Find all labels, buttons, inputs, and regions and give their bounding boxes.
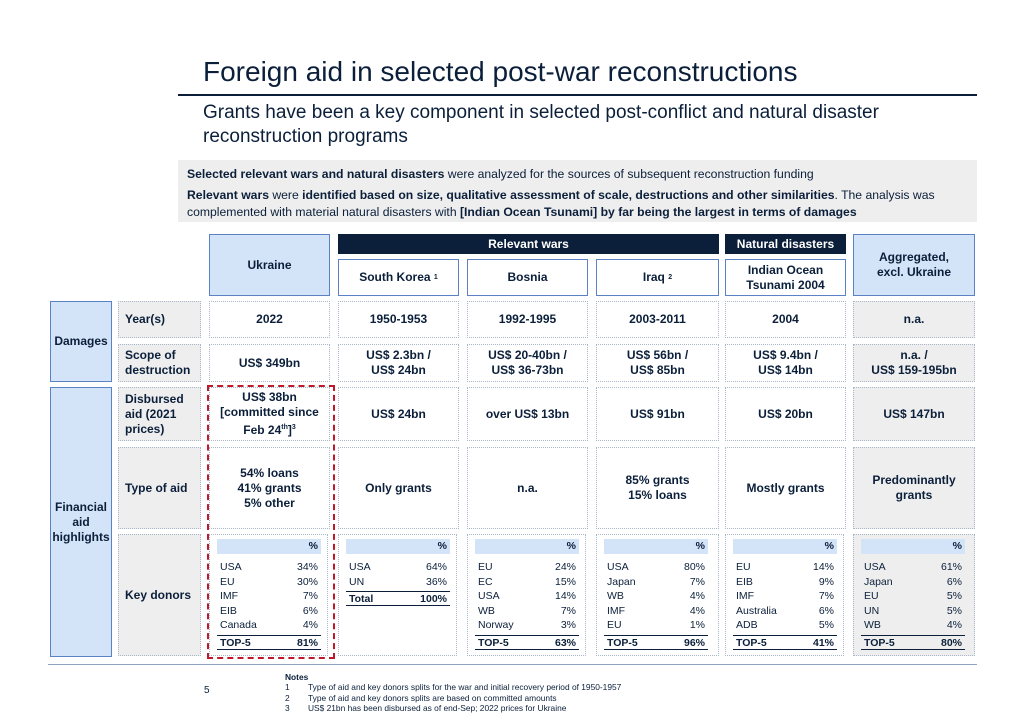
column-header-south-korea: South Korea 1 (338, 259, 459, 296)
row-label-type: Type of aid (118, 447, 201, 529)
total-row: TOP-5 81% (217, 634, 321, 650)
table-row: ADB 5% (736, 619, 834, 632)
donor-table: % USA 61% Japan 6% EU 5% UN 5% WB 4% TOP-5 80% (861, 539, 965, 650)
table-row: EU 1% (607, 619, 705, 632)
title-divider (178, 94, 977, 96)
donor-table: % USA 34% EU 30% IMF 7% EIB 6% Canada 4% TOP-… (217, 539, 321, 650)
intro-box: Selected relevant wars and natural disas… (178, 160, 977, 222)
cell-disbursed-iraq: US$ 91bn (596, 387, 719, 441)
cell-disbursed-aggregated: US$ 147bn (853, 387, 975, 441)
cell-type-tsunami: Mostly grants (725, 447, 846, 529)
cell-disbursed-tsunami: US$ 20bn (725, 387, 846, 441)
column-header-ukraine: Ukraine (209, 234, 330, 296)
table-row: WB 7% (478, 604, 576, 617)
donor-table: % USA 80% Japan 7% WB 4% IMF 4% EU 1% TOP-5 96… (604, 539, 708, 650)
cell-years-aggregated: n.a. (853, 301, 975, 338)
cell-years-tsunami: 2004 (725, 301, 846, 338)
table-row: Norway 3% (478, 619, 576, 632)
group-header-wars: Relevant wars (338, 234, 719, 254)
row-label-donors: Key donors (118, 534, 201, 656)
intro-line-2: Relevant wars were identified based on s… (187, 188, 935, 219)
cell-scope-tsunami: US$ 9.4bn / US$ 14bn (725, 344, 846, 382)
cell-type-south-korea: Only grants (338, 447, 459, 529)
donors-south-korea: % USA 64% UN 36% Total 100% (338, 534, 457, 656)
table-row: Australia 6% (736, 604, 834, 617)
cell-disbursed-ukraine: US$ 38bn [committed since Feb 24th]3 (209, 387, 330, 441)
donor-table: % EU 24% EC 15% USA 14% WB 7% Norway 3% TOP-5… (475, 539, 579, 650)
donors-aggregated: % USA 61% Japan 6% EU 5% UN 5% WB 4% TOP-5 80% (853, 534, 975, 656)
table-row: USA 64% (349, 561, 447, 573)
cell-type-iraq: 85% grants 15% loans (596, 447, 719, 529)
table-row: WB 4% (864, 619, 962, 632)
row-label-years: Year(s) (118, 301, 201, 338)
cell-type-aggregated: Predominantly grants (853, 447, 975, 529)
intro-line-1: Selected relevant wars and natural disas… (187, 167, 814, 181)
page-number: 5 (204, 685, 210, 696)
total-row: TOP-5 80% (861, 634, 965, 650)
table-row: Japan 6% (864, 575, 962, 588)
table-row: IMF 7% (220, 590, 318, 603)
footer-divider (48, 664, 977, 665)
donors-bosnia: % EU 24% EC 15% USA 14% WB 7% Norway 3% TOP-5… (467, 534, 586, 656)
total-row: TOP-5 96% (604, 634, 708, 650)
donors-tsunami: % EU 14% EIB 9% IMF 7% Australia 6% ADB 5% TO… (725, 534, 844, 656)
page-subtitle: Grants have been a key component in sele… (203, 102, 879, 147)
table-row: IMF 7% (736, 590, 834, 603)
footnotes: Notes 1 Type of aid and key donors splits… (285, 672, 622, 714)
column-header-bosnia: Bosnia (467, 259, 588, 296)
cell-scope-iraq: US$ 56bn / US$ 85bn (596, 344, 719, 382)
column-header-tsunami: Indian Ocean Tsunami 2004 (725, 259, 846, 296)
table-row: USA 80% (607, 561, 705, 573)
table-row: EIB 6% (220, 604, 318, 617)
cell-scope-south-korea: US$ 2.3bn / US$ 24bn (338, 344, 459, 382)
table-row: UN 5% (864, 604, 962, 617)
table-row: Japan 7% (607, 575, 705, 588)
cell-disbursed-bosnia: over US$ 13bn (467, 387, 588, 441)
cell-scope-aggregated: n.a. / US$ 159-195bn (853, 344, 975, 382)
table-row: USA 14% (478, 590, 576, 603)
row-label-disbursed: Disbursed aid (2021 prices) (118, 387, 201, 441)
section-financial-aid: Financial aid highlights (50, 387, 112, 657)
column-header-aggregated: Aggregated, excl. Ukraine (853, 234, 975, 296)
ukraine-highlight-frame (207, 385, 335, 659)
table-row: WB 4% (607, 590, 705, 603)
donors-ukraine: % USA 34% EU 30% IMF 7% EIB 6% Canada 4% TOP-… (209, 534, 328, 656)
cell-disbursed-south-korea: US$ 24bn (338, 387, 459, 441)
table-row: Canada 4% (220, 619, 318, 632)
cell-scope-bosnia: US$ 20-40bn / US$ 36-73bn (467, 344, 588, 382)
column-header-iraq: Iraq 2 (596, 259, 719, 296)
cell-type-ukraine: 54% loans 41% grants 5% other (209, 447, 330, 529)
table-row: EU 14% (736, 561, 834, 573)
footnote: 3 US$ 21bn has been disbursed as of end-S… (285, 703, 567, 714)
table-row: UN 36% (349, 575, 447, 588)
donor-table: % USA 64% UN 36% Total 100% (346, 539, 450, 606)
footnote: 1 Type of aid and key donors splits for t… (285, 682, 622, 693)
table-row: EU 30% (220, 575, 318, 588)
total-row: TOP-5 63% (475, 634, 579, 650)
total-row: TOP-5 41% (733, 634, 837, 650)
row-label-scope: Scope of destruction (118, 344, 201, 382)
table-row: EC 15% (478, 575, 576, 588)
table-row: EU 24% (478, 561, 576, 573)
total-row: Total 100% (346, 591, 450, 606)
donor-table: % EU 14% EIB 9% IMF 7% Australia 6% ADB 5% TO… (733, 539, 837, 650)
page-title: Foreign aid in selected post-war reconst… (203, 56, 798, 87)
footnote: 2 Type of aid and key donors splits are b… (285, 692, 557, 703)
cell-scope-ukraine: US$ 349bn (209, 344, 330, 382)
table-row: EU 5% (864, 590, 962, 603)
table-row: USA 34% (220, 561, 318, 573)
donors-iraq: % USA 80% Japan 7% WB 4% IMF 4% EU 1% TOP-5 96… (596, 534, 719, 656)
cell-years-south-korea: 1950-1953 (338, 301, 459, 338)
table-row: EIB 9% (736, 575, 834, 588)
cell-years-bosnia: 1992-1995 (467, 301, 588, 338)
section-damages: Damages (50, 301, 112, 382)
group-header-disasters: Natural disasters (725, 234, 846, 254)
cell-type-bosnia: n.a. (467, 447, 588, 529)
table-row: USA 61% (864, 561, 962, 573)
cell-years-ukraine: 2022 (209, 301, 330, 338)
cell-years-iraq: 2003-2011 (596, 301, 719, 338)
table-row: IMF 4% (607, 604, 705, 617)
